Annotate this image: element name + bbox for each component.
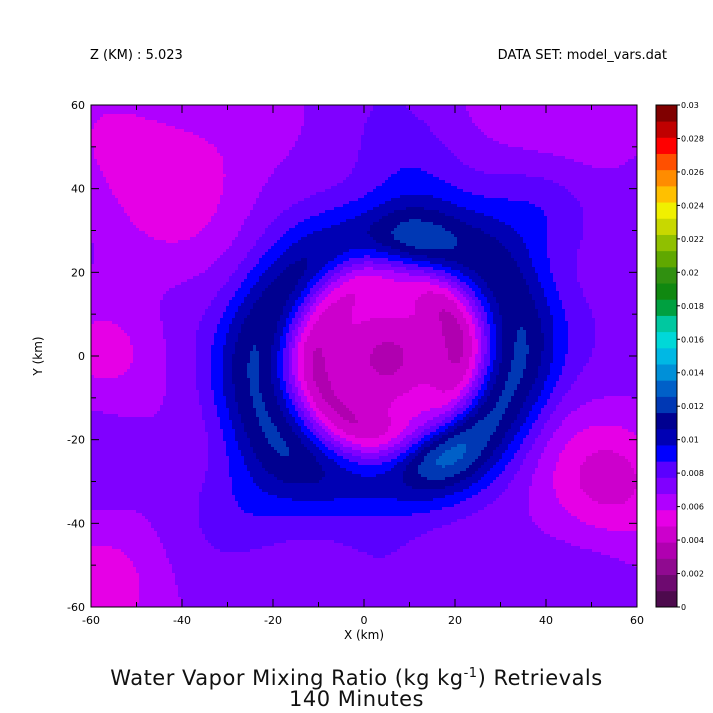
y-tick-label: -60 — [67, 601, 85, 614]
y-tick-label: 20 — [71, 266, 85, 279]
colorbar-swatch — [656, 461, 677, 478]
colorbar-swatch — [656, 575, 677, 592]
colorbar-swatch — [656, 170, 677, 187]
colorbar-swatch — [656, 251, 677, 268]
colorbar-swatch — [656, 105, 677, 122]
colorbar-label: 0.006 — [681, 503, 704, 512]
contour-field — [91, 105, 638, 610]
colorbar-label: 0.016 — [681, 335, 704, 344]
colorbar-label: 0.022 — [681, 235, 704, 244]
x-tick-label: 40 — [539, 614, 553, 627]
colorbar-label: 0.02 — [681, 268, 699, 277]
colorbar-swatch — [656, 364, 677, 381]
colorbar-swatch — [656, 445, 677, 462]
colorbar-swatch — [656, 429, 677, 446]
x-tick-label: -40 — [173, 614, 191, 627]
colorbar-swatch — [656, 413, 677, 430]
y-tick-label: -20 — [67, 434, 85, 447]
colorbar-label: 0.028 — [681, 134, 704, 143]
colorbar-label: 0.012 — [681, 402, 704, 411]
dataset-header: DATA SET: model_vars.dat — [498, 48, 667, 63]
colorbar-label: 0.024 — [681, 201, 704, 210]
colorbar-label: 0.008 — [681, 469, 704, 478]
chart-subtitle: 140 Minutes — [0, 687, 713, 711]
y-tick-label: 40 — [71, 183, 85, 196]
colorbar-label: 0.002 — [681, 570, 704, 579]
colorbar-swatch — [656, 526, 677, 543]
colorbar-swatch — [656, 267, 677, 284]
colorbar-swatch — [656, 316, 677, 333]
y-tick-label: -40 — [67, 517, 85, 530]
colorbar-swatch — [656, 558, 677, 575]
colorbar-swatch — [656, 477, 677, 494]
colorbar-swatch — [656, 218, 677, 235]
x-axis-label: X (km) — [344, 628, 384, 642]
x-tick-label: -60 — [82, 614, 100, 627]
colorbar-label: 0 — [681, 603, 686, 612]
y-axis-label: Y (km) — [31, 336, 45, 376]
title-superscript: -1 — [464, 666, 478, 681]
colorbar-label: 0.01 — [681, 436, 699, 445]
x-tick-label: 60 — [630, 614, 644, 627]
x-tick-label: 0 — [361, 614, 368, 627]
colorbar-swatch — [656, 591, 677, 608]
colorbar-swatch — [656, 137, 677, 154]
colorbar-label: 0.004 — [681, 536, 704, 545]
y-tick-label: 0 — [78, 350, 85, 363]
colorbar-swatch — [656, 396, 677, 413]
colorbar-label: 0.03 — [681, 101, 699, 110]
x-tick-label: -20 — [264, 614, 282, 627]
colorbar-swatch — [656, 121, 677, 138]
colorbar-swatch — [656, 510, 677, 527]
colorbar-swatch — [656, 186, 677, 203]
colorbar-swatch — [656, 494, 677, 511]
y-tick-label: 60 — [71, 99, 85, 112]
colorbar-swatch — [656, 235, 677, 252]
colorbar-label: 0.026 — [681, 168, 704, 177]
colorbar-swatch — [656, 332, 677, 349]
colorbar-swatch — [656, 202, 677, 219]
colorbar-swatch — [656, 283, 677, 300]
colorbar-label: 0.018 — [681, 302, 704, 311]
colorbar: 0 0.002 0.004 0.006 0.008 0.01 0.012 0.014 0.016… — [656, 101, 704, 612]
colorbar-label: 0.014 — [681, 369, 704, 378]
level-header: Z (KM) : 5.023 — [90, 48, 183, 63]
x-tick-label: 20 — [448, 614, 462, 627]
colorbar-swatch — [656, 542, 677, 559]
colorbar-swatch — [656, 299, 677, 316]
colorbar-swatch — [656, 348, 677, 365]
colorbar-swatch — [656, 380, 677, 397]
colorbar-swatch — [656, 154, 677, 171]
